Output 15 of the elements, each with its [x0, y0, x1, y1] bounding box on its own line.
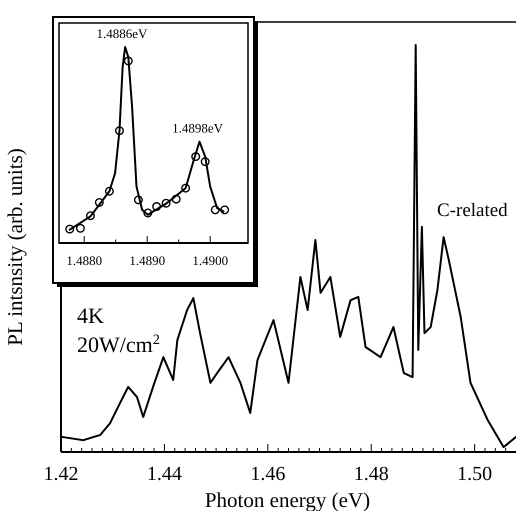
x-tick-label: 1.42 [44, 463, 78, 486]
x-tick-label: 1.44 [146, 463, 182, 486]
annotation: 20W/cm$^{2}$ [77, 332, 160, 357]
x-tick-label: 1.48 [354, 463, 389, 486]
annotation: 4K [77, 303, 104, 328]
annotation: C-related [437, 200, 508, 221]
annotation: 1.4898eV [172, 120, 224, 136]
x-tick-label: 1.4890 [129, 253, 166, 268]
point [76, 224, 85, 233]
x-tick-label: 1.46 [250, 463, 286, 486]
y-axis-title: PL intsnsity (arb. units) [3, 148, 27, 346]
annotation: 1.4886eV [96, 26, 148, 41]
x-tick-label: 1.4900 [192, 253, 228, 268]
x-tick-label: 1.4880 [66, 253, 102, 268]
x-tick-label: 1.50 [457, 463, 492, 486]
